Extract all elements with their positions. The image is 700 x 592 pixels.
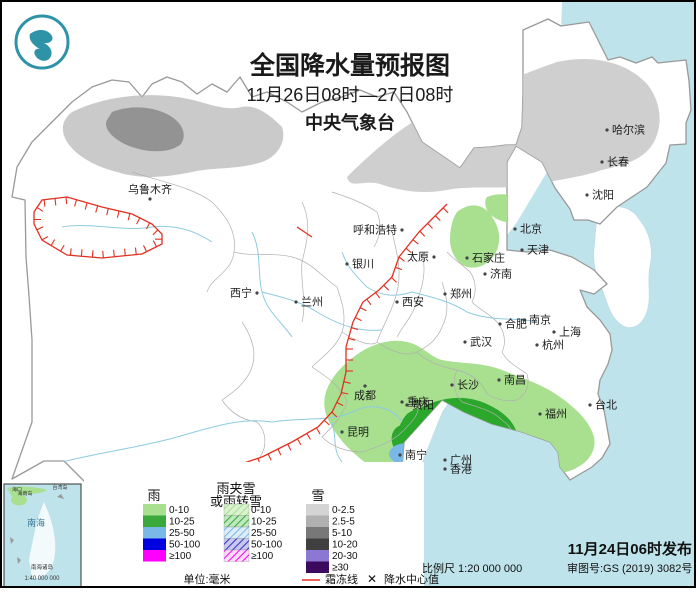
svg-text:25-50: 25-50 <box>251 528 277 539</box>
svg-text:审图号:GS (2019) 3082号: 审图号:GS (2019) 3082号 <box>567 561 692 575</box>
svg-text:杭州: 杭州 <box>542 338 564 352</box>
svg-text:银川: 银川 <box>352 257 374 271</box>
svg-text:西宁: 西宁 <box>230 286 252 300</box>
svg-text:雪: 雪 <box>311 488 324 503</box>
svg-text:哈尔滨: 哈尔滨 <box>612 123 645 137</box>
svg-text:南昌: 南昌 <box>504 374 526 387</box>
svg-text:沈阳: 沈阳 <box>592 188 614 202</box>
svg-text:比例尺 1:20 000 000: 比例尺 1:20 000 000 <box>422 561 522 575</box>
svg-text:福州: 福州 <box>545 407 567 421</box>
svg-text:11月24日06时发布: 11月24日06时发布 <box>568 540 692 558</box>
svg-text:武汉: 武汉 <box>470 336 492 349</box>
svg-text:5-10: 5-10 <box>332 528 352 539</box>
svg-text:25-50: 25-50 <box>169 528 195 539</box>
svg-text:呼和浩特: 呼和浩特 <box>353 223 397 237</box>
svg-text:北京: 北京 <box>520 222 542 236</box>
svg-text:10-25: 10-25 <box>251 517 277 528</box>
svg-text:≥30: ≥30 <box>332 563 349 574</box>
svg-text:南海诸岛: 南海诸岛 <box>31 563 54 571</box>
svg-text:雨: 雨 <box>147 488 160 503</box>
svg-text:11月26日08时—27日08时: 11月26日08时—27日08时 <box>247 85 454 105</box>
svg-text:0-10: 0-10 <box>169 505 189 516</box>
svg-text:1:40 000 000: 1:40 000 000 <box>24 576 60 582</box>
svg-text:长沙: 长沙 <box>457 379 479 392</box>
svg-text:10-20: 10-20 <box>332 540 358 551</box>
svg-text:上海: 上海 <box>559 325 581 339</box>
svg-text:西安: 西安 <box>402 295 424 309</box>
svg-text:香港: 香港 <box>450 463 472 476</box>
svg-text:石家庄: 石家庄 <box>472 251 505 265</box>
svg-text:全国降水量预报图: 全国降水量预报图 <box>249 51 450 80</box>
svg-text:贵阳: 贵阳 <box>412 399 434 412</box>
svg-text:≥100: ≥100 <box>251 551 274 562</box>
svg-text:50-100: 50-100 <box>251 540 283 551</box>
svg-text:单位:毫米: 单位:毫米 <box>183 572 230 586</box>
svg-text:10-25: 10-25 <box>169 517 195 528</box>
svg-text:成都: 成都 <box>354 389 376 402</box>
svg-text:兰州: 兰州 <box>301 296 323 309</box>
svg-text:台北: 台北 <box>595 398 617 412</box>
svg-text:乌鲁木齐: 乌鲁木齐 <box>128 182 172 196</box>
svg-text:50-100: 50-100 <box>169 540 201 551</box>
svg-text:长春: 长春 <box>607 156 629 169</box>
svg-text:昆明: 昆明 <box>347 426 369 439</box>
svg-text:南宁: 南宁 <box>405 448 427 462</box>
svg-text:0-2.5: 0-2.5 <box>332 505 355 516</box>
svg-text:南海: 南海 <box>27 517 45 528</box>
svg-text:0-10: 0-10 <box>251 505 271 516</box>
svg-text:2.5-5: 2.5-5 <box>332 517 355 528</box>
svg-text:✕: ✕ <box>367 572 377 586</box>
svg-text:郑州: 郑州 <box>450 287 472 301</box>
svg-text:20-30: 20-30 <box>332 551 358 562</box>
svg-text:济南: 济南 <box>490 267 512 281</box>
svg-text:天津: 天津 <box>527 244 549 257</box>
svg-text:南京: 南京 <box>529 313 551 327</box>
svg-text:太原: 太原 <box>407 251 429 264</box>
svg-text:台湾岛: 台湾岛 <box>52 484 67 491</box>
svg-text:≥100: ≥100 <box>169 551 192 562</box>
svg-text:中央气象台: 中央气象台 <box>305 112 395 133</box>
svg-text:霜冻线: 霜冻线 <box>325 572 358 586</box>
svg-text:海南岛: 海南岛 <box>17 490 32 497</box>
